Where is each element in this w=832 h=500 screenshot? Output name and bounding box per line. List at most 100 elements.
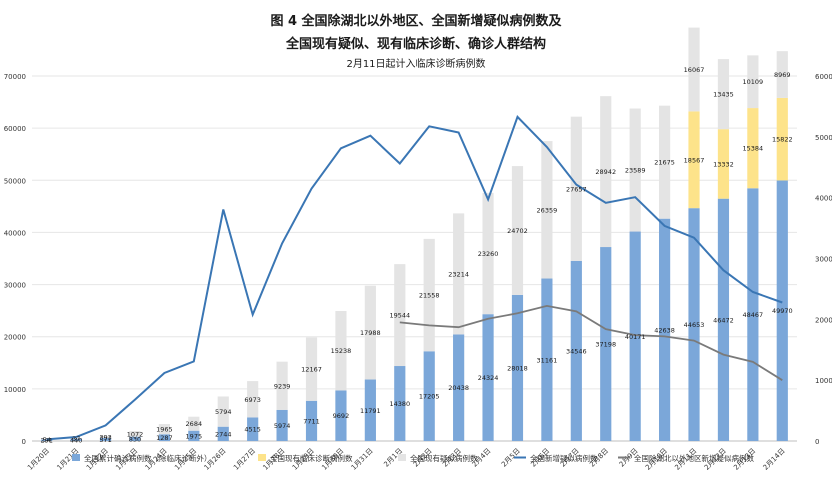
left-axis-tick-label: 60000 [4,125,26,133]
bar-data-label: 23589 [625,167,646,175]
bar-data-label: 17988 [360,329,381,337]
bar-data-label: 12167 [301,366,322,374]
bar-segment [423,351,435,441]
bar-segment [688,111,700,209]
bar-segment [482,192,494,315]
bar-data-label: 31161 [537,356,558,364]
x-axis-tick-label: 1月31日 [350,447,375,472]
bar-data-label: 42638 [654,326,675,334]
series-line-national-new-suspected [46,115,783,441]
right-axis-tick-label: 2000 [815,316,832,324]
legend-label: 全国新增疑似病例数 [530,453,598,463]
bar-segment [41,439,53,441]
bar-segment [247,417,259,441]
bar-data-label: 440 [70,436,82,444]
bar-segment [394,366,406,441]
bar-data-label: 28018 [507,364,528,372]
bar-segment [747,188,759,441]
bar-data-label: 21558 [419,292,440,300]
bar-data-label: 48467 [743,311,764,319]
bar-data-label: 1287 [156,434,173,442]
bar-segment [600,247,612,441]
bar-data-label: 9239 [274,382,291,390]
series-line-outside-hubei-new-suspected [399,304,783,381]
x-axis-tick-label: 1月27日 [232,447,257,472]
right-axis-tick-label: 5000 [815,134,832,142]
bar-data-label: 24702 [507,227,528,235]
bar-segment [570,260,582,441]
bar-data-label: 23260 [478,250,499,258]
bar-data-label: 571 [99,436,111,444]
bar-segment [776,51,788,98]
bar-segment [364,285,376,380]
bar-data-label: 37198 [595,341,616,349]
left-axis-tick-label: 70000 [4,73,26,81]
bar-segment [158,424,170,435]
bar-segment [776,180,788,441]
bar-data-label: 1965 [156,426,173,434]
bar-segment [688,208,700,441]
bar-data-label: 11791 [360,407,381,415]
left-axis-tick-label: 0 [22,438,26,446]
bar-segment [335,311,347,391]
bar-segment [188,416,200,431]
legend-label: 全国除湖北以外地区新增疑似病例数 [634,453,754,463]
left-axis-tick-label: 20000 [4,334,26,342]
legend-swatch [72,454,80,461]
bar-data-label: 15384 [743,145,764,153]
bar-data-label: 34546 [566,347,587,355]
bar-segment [305,400,318,441]
bar-segment [70,438,82,441]
x-axis-tick-label: 2月14日 [762,447,787,472]
bar-segment [335,390,347,441]
bar-segment [129,431,141,437]
bar-data-label: 28942 [595,168,616,176]
bar-segment [717,129,730,199]
legend-label: 全国现有临床诊断病例数 [270,453,353,463]
bar-segment [511,166,524,295]
bar-segment [394,264,406,367]
left-axis-tick-label: 10000 [4,386,26,394]
bar-data-label: 8969 [774,71,791,79]
right-axis-tick-label: 4000 [815,195,832,203]
bar-data-label: 830 [129,435,141,443]
bar-data-label: 24324 [478,374,499,382]
bar-segment [217,396,229,427]
legend-label: 全国累计确诊病例数（除临床诊断外） [84,453,212,463]
bar-segment [776,97,788,181]
bar-segment [364,379,376,441]
right-axis-tick-label: 1000 [815,377,832,385]
bar-data-label: 9692 [333,412,350,420]
left-axis-tick-label: 50000 [4,177,26,185]
bar-data-label: 13332 [713,160,734,168]
bar-segment [717,59,730,130]
bar-data-label: 5794 [215,408,232,416]
bar-data-label: 46472 [713,316,734,324]
bar-segment [453,334,465,441]
bar-data-label: 393 [99,433,111,441]
bar-segment [99,438,112,441]
legend-swatch [398,454,406,461]
bar-data-label: 5974 [274,422,291,430]
bar-data-label: 14380 [389,400,410,408]
bar-data-label: 15822 [772,136,793,144]
bar-data-label: 1072 [127,430,144,438]
bar-segment [482,314,494,441]
bar-segment [305,337,318,401]
bar-segment [659,218,671,441]
bar-data-label: 18567 [684,156,705,164]
left-axis-tick-label: 30000 [4,282,26,290]
chart-title-line2: 全国现有疑似、现有临床诊断、确诊人群结构 [285,37,546,52]
bar-segment [129,436,141,441]
bar-data-label: 2744 [215,430,232,438]
bar-segment [276,409,288,441]
right-axis-tick-label: 3000 [815,256,832,264]
bar-segment [717,198,730,441]
bar-segment [423,238,435,352]
bar-data-label: 27657 [566,185,587,193]
bar-segment [659,105,671,219]
bar-segment [629,108,641,232]
bar-data-label: 16067 [684,66,705,74]
